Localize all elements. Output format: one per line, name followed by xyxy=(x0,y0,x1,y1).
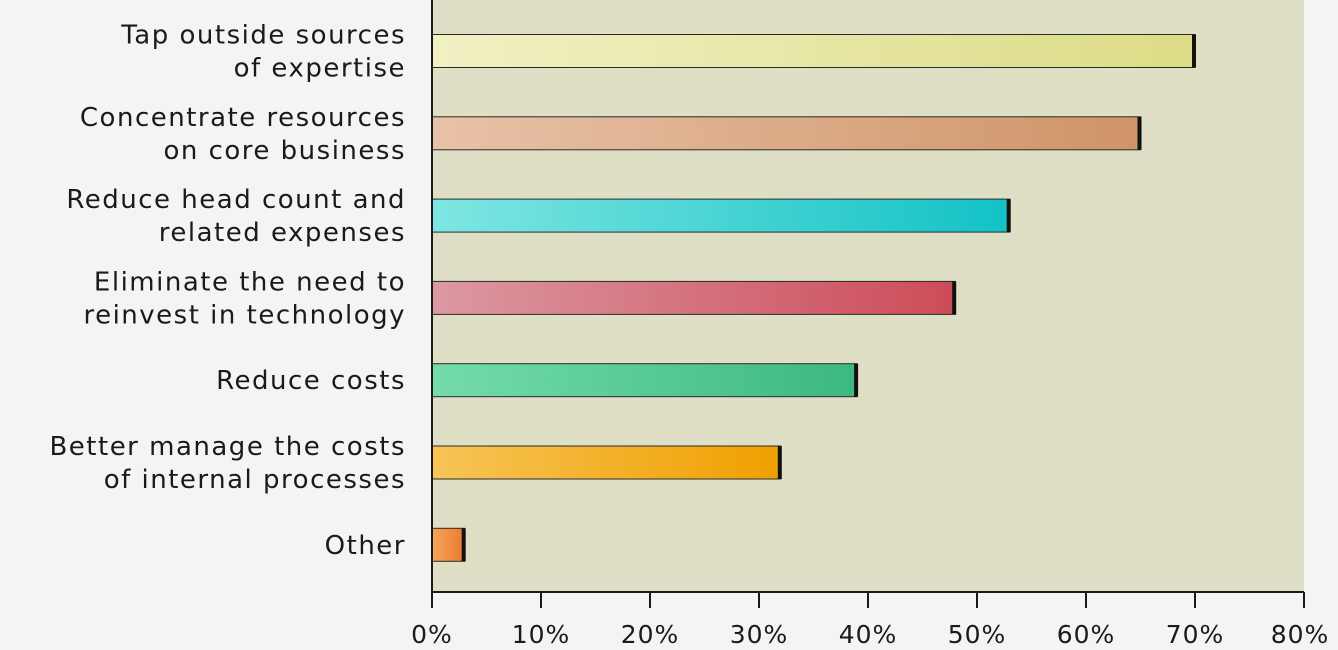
bar xyxy=(431,445,782,480)
x-tick-label: 60% xyxy=(1057,620,1116,649)
category-label: Tap outside sources of expertise xyxy=(120,21,406,84)
category-label-line: of internal processes xyxy=(104,465,406,495)
category-label-line: of expertise xyxy=(234,54,406,84)
x-tick-label: 30% xyxy=(730,620,789,649)
x-tick-label: 0% xyxy=(411,620,453,649)
bar-end-cap xyxy=(854,363,859,397)
bars-group xyxy=(431,34,1196,562)
category-label: Reduce costs xyxy=(216,366,406,396)
category-label: Reduce head count and related expenses xyxy=(66,185,406,248)
bar xyxy=(431,34,1196,68)
bar-end-cap xyxy=(777,446,782,479)
category-label-line: Better manage the costs xyxy=(49,432,406,462)
category-label-line: Eliminate the need to xyxy=(94,267,406,297)
category-label-line: on core business xyxy=(163,136,406,166)
bar-end-cap xyxy=(952,281,957,315)
bar xyxy=(431,198,1011,233)
x-tick-label: 70% xyxy=(1166,620,1225,649)
category-labels: Tap outside sources of expertise Concentra… xyxy=(49,21,406,561)
category-label-line: Other xyxy=(325,531,406,561)
category-label-line: related expenses xyxy=(159,218,406,248)
category-label: Other xyxy=(325,531,406,561)
category-label: Better manage the costs of internal proce… xyxy=(49,432,406,495)
bar xyxy=(431,527,466,562)
category-label: Eliminate the need to reinvest in technol… xyxy=(83,267,406,330)
bar-end-cap xyxy=(1192,34,1196,68)
x-tick-label: 10% xyxy=(512,620,571,649)
bar xyxy=(431,280,956,315)
bar xyxy=(431,363,858,398)
x-tick-label: 50% xyxy=(948,620,1007,649)
x-tick-label: 20% xyxy=(621,620,680,649)
bar xyxy=(431,116,1141,151)
category-label-line: Reduce head count and xyxy=(66,185,406,215)
category-label-line: Concentrate resources xyxy=(80,103,406,133)
category-label-line: Reduce costs xyxy=(216,366,406,396)
bar-end-cap xyxy=(461,528,466,562)
bar-end-cap xyxy=(1137,116,1142,150)
category-label-line: Tap outside sources xyxy=(120,21,406,51)
x-tick-label: 40% xyxy=(839,620,898,649)
bar-end-cap xyxy=(1006,199,1011,233)
x-tick-label: 80% xyxy=(1271,620,1330,649)
x-axis-ticks: 0% 10% 20% 30% 40% 50% 60% 70% 80% xyxy=(411,592,1330,649)
category-label-line: reinvest in technology xyxy=(83,300,406,330)
category-label: Concentrate resources on core business xyxy=(80,103,406,166)
